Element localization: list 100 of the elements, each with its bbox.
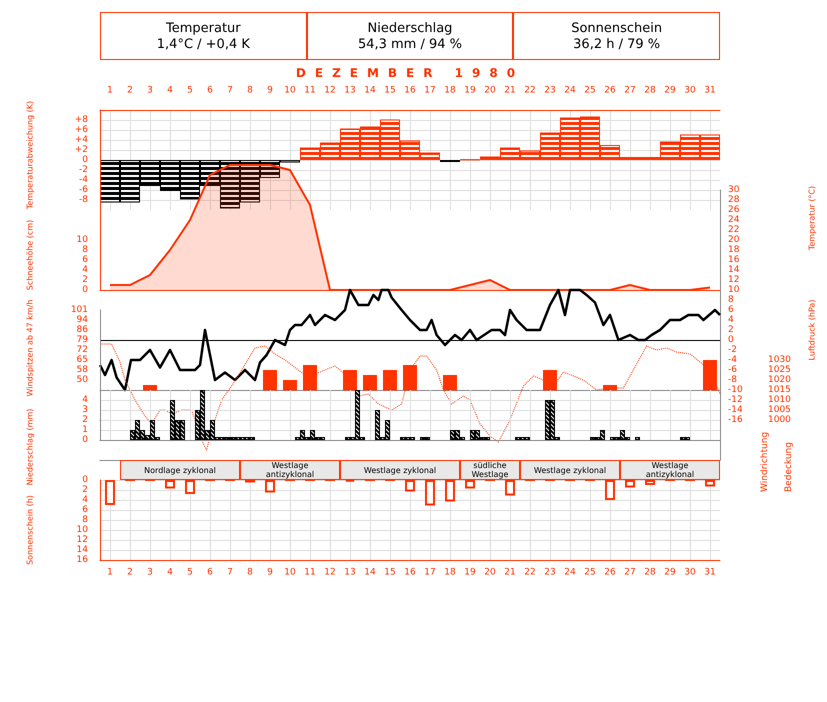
y-tick-label: -2 [79,165,88,175]
y-tick-label: 1025 [768,365,791,375]
x-tick-label: 1 [107,86,113,96]
x-tick-label: 3 [147,568,153,578]
y-tick-label: 16 [76,555,88,565]
y-axis-title: Windspitzen ab 47 km/h [26,300,34,396]
y-tick-label: 4 [728,315,734,325]
y-tick-label: 0 [728,335,734,345]
y-tick-label: 26 [728,205,740,215]
text: Bedeckung [784,442,794,492]
x-tick-label: 2 [127,86,133,96]
x-tick-label: 3 [147,86,153,96]
x-tick-label: 6 [207,568,214,578]
y-axis-title: Sonnenschein (h) [26,495,34,565]
x-tick-label: 10 [284,86,296,96]
x-tick-label: 8 [247,86,254,96]
x-tick-label: 5 [187,86,193,96]
y-tick-label: 94 [76,315,88,325]
y-tick-label: 2 [82,275,88,285]
x-tick-label: 18 [444,86,456,96]
y-tick-label: 10 [76,235,88,245]
y-tick-label: +2 [74,145,88,155]
y-tick-label: -4 [79,175,88,185]
y-tick-label: 3 [82,405,88,415]
x-tick-label: 5 [187,568,193,578]
y-tick-label: 50 [76,375,88,385]
text: südliche Westlage [470,461,510,479]
x-tick-label: 12 [324,86,336,96]
y-tick-label: -8 [728,375,738,385]
x-tick-label: 20 [484,568,496,578]
y-tick-label: 12 [728,275,740,285]
x-tick-label: 24 [564,568,576,578]
x-tick-label: 15 [384,86,396,96]
y-tick-label: 8 [82,245,88,255]
x-tick-label: 19 [464,86,476,96]
x-tick-label: 28 [644,568,656,578]
x-tick-label: 26 [604,568,616,578]
x-tick-label: 22 [524,86,536,96]
x-tick-label: 28 [644,86,656,96]
y-tick-label: +6 [74,125,88,135]
text: Nordlage zyklonal [144,466,216,474]
y-tick-label: -2 [728,345,737,355]
x-tick-label: 29 [664,568,676,578]
x-tick-label: 13 [344,86,356,96]
y-tick-label: 18 [728,245,740,255]
y-tick-label: 8 [82,515,88,525]
y-tick-label: 10 [728,285,740,295]
y-tick-label: 2 [82,415,88,425]
y-tick-label: -6 [79,185,88,195]
x-tick-label: 8 [247,568,254,578]
y-tick-label: 0 [82,435,88,445]
x-tick-label: 16 [404,568,416,578]
y-axis-title: Schneehöhe (cm) [26,220,34,290]
y-axis-title: Niederschlag (mm) [26,408,34,486]
y-tick-label: 14 [728,265,740,275]
x-tick-label: 22 [524,568,536,578]
y-tick-label: -4 [728,355,738,365]
y-tick-label: 1030 [768,355,792,365]
y-tick-label: 8 [728,295,734,305]
y-tick-label: 2 [82,485,88,495]
y-tick-label: 20 [728,235,740,245]
x-tick-label: 16 [404,86,416,96]
x-tick-label: 30 [684,568,696,578]
x-tick-label: 14 [364,86,376,96]
text: DEZEMBER 1980 [294,66,526,80]
y-tick-label: 30 [728,185,740,195]
y-tick-label: 0 [82,155,88,165]
y-tick-label: 14 [76,545,88,555]
x-tick-label: 15 [384,568,396,578]
x-tick-label: 24 [564,86,576,96]
y-tick-label: 28 [728,195,740,205]
x-tick-label: 4 [167,568,174,578]
x-tick-label: 14 [364,568,376,578]
y-tick-label: 12 [76,535,88,545]
x-tick-label: 25 [584,86,596,96]
y-axis-title: Temperatur (°C) [808,186,816,252]
x-tick-label: 21 [504,86,516,96]
x-tick-label: 27 [624,86,636,96]
y-tick-label: 4 [82,495,88,505]
x-tick-label: 4 [167,86,174,96]
text: Westlage zyklonal [364,466,436,474]
x-tick-label: 1 [107,568,113,578]
x-tick-label: 13 [344,568,356,578]
y-tick-label: 1010 [768,395,792,405]
x-tick-label: 18 [444,568,456,578]
y-tick-label: -6 [728,365,738,375]
text: 1,4°C / +0,4 K [156,37,251,53]
x-tick-label: 31 [704,568,716,578]
y-axis-title: Luftdruck (hPa) [808,300,816,360]
y-tick-label: -10 [728,385,743,395]
y-tick-label: 24 [728,215,740,225]
y-tick-label: 1005 [768,405,791,415]
text: Temperatur [165,21,242,37]
x-tick-label: 27 [624,568,636,578]
text: 36,2 h / 79 % [572,37,662,53]
x-tick-label: 20 [484,86,496,96]
y-tick-label: 22 [728,225,740,235]
y-tick-label: 79 [76,335,88,345]
x-tick-label: 11 [304,86,316,96]
y-tick-label: 1020 [768,375,792,385]
